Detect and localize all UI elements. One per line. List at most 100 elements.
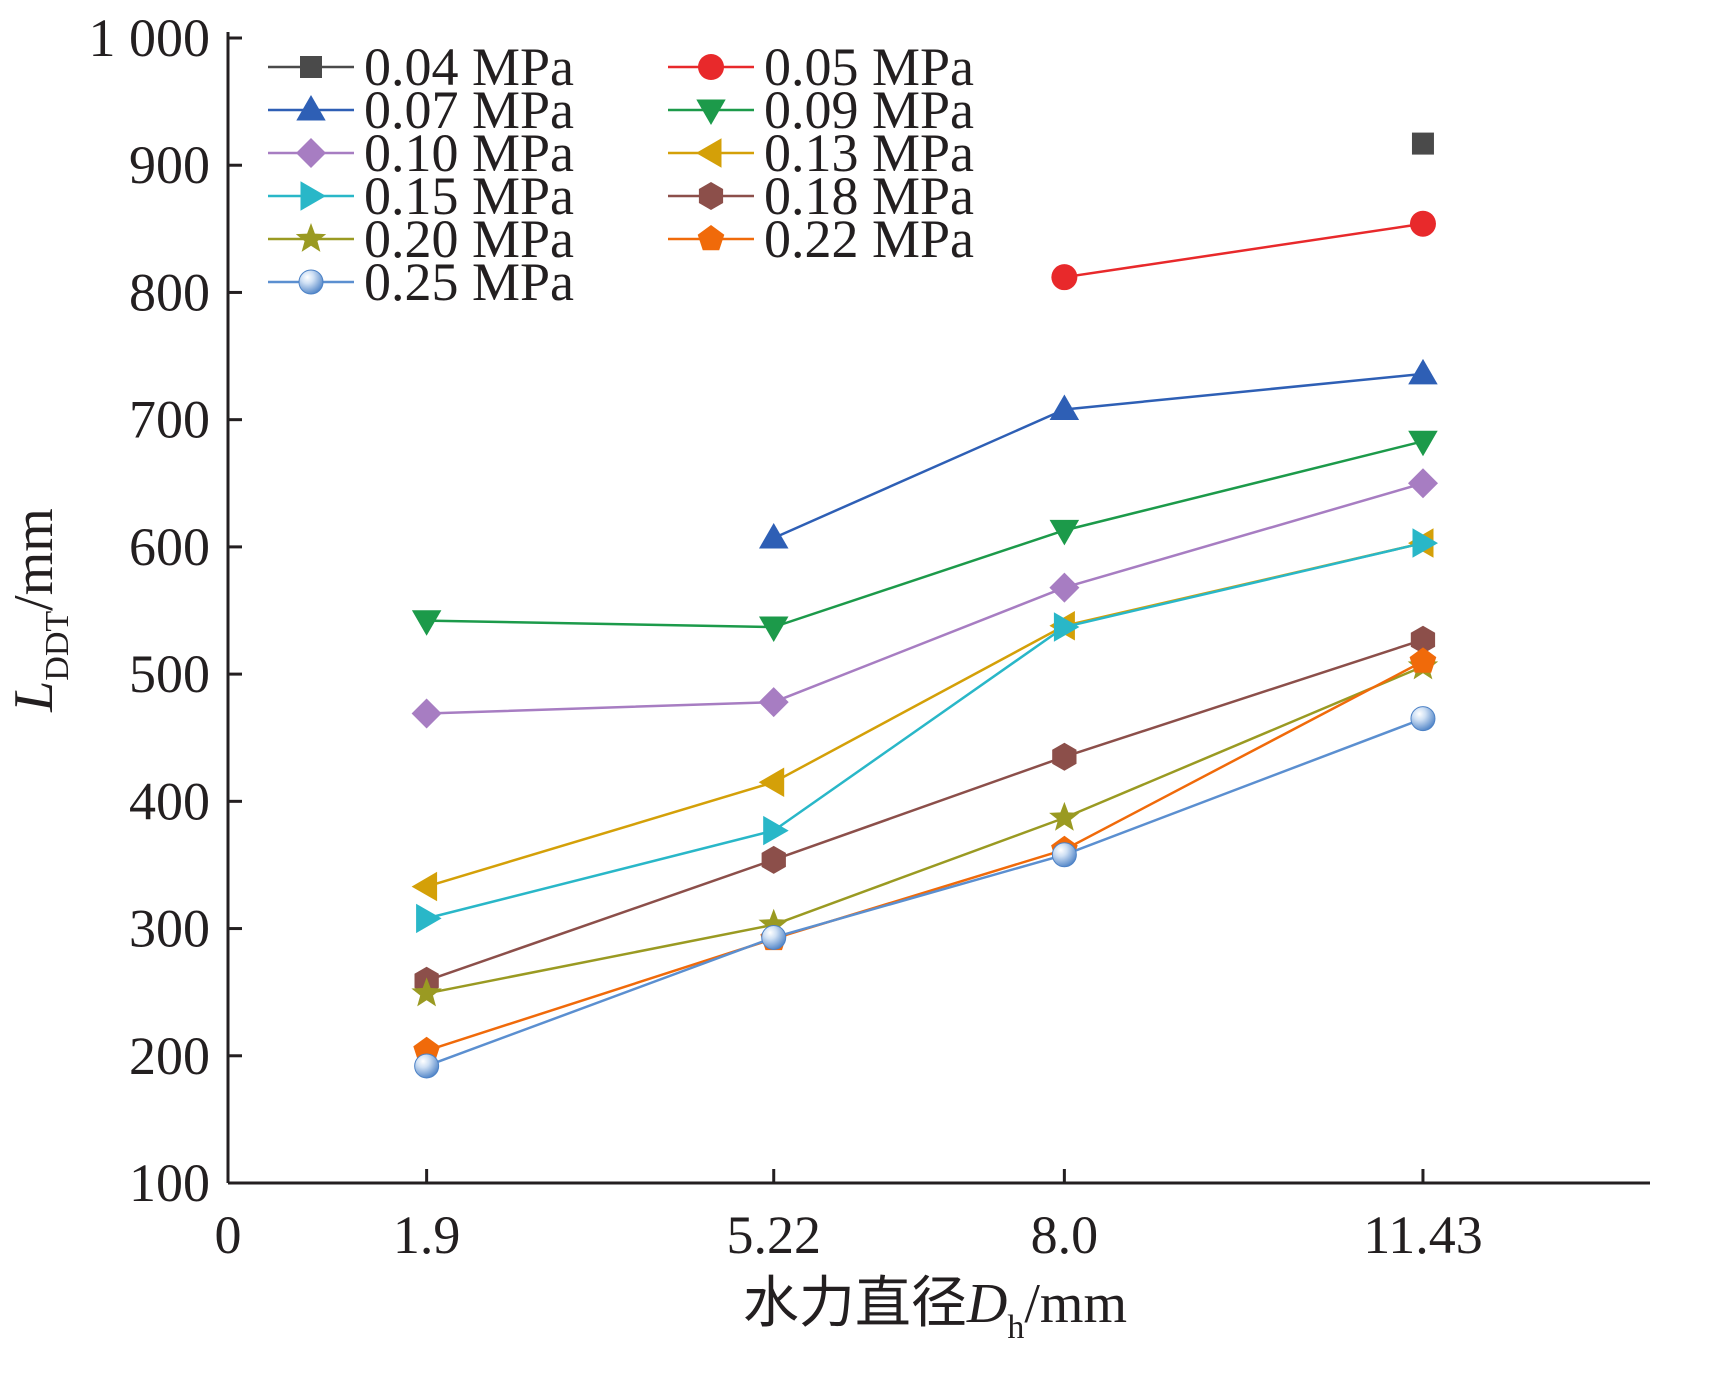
data-point (1051, 264, 1078, 291)
series-line (426, 660, 1424, 1052)
series-0_25-MPa (414, 706, 1436, 1079)
legend-marker (300, 181, 326, 211)
legend-marker (296, 95, 326, 121)
data-point (763, 815, 789, 846)
legend-label: 0.09 MPa (764, 80, 974, 140)
legend-label: 0.07 MPa (364, 80, 574, 140)
legend-marker (696, 99, 726, 125)
data-point (1411, 132, 1434, 155)
legend-item: 0.04 MPa (268, 37, 574, 97)
data-point (1051, 842, 1077, 868)
legend-label: 0.04 MPa (364, 37, 574, 97)
series-line (1064, 222, 1424, 279)
x-tick-label: 8.0 (1031, 1205, 1099, 1265)
data-point (1049, 572, 1080, 603)
data-point (1053, 612, 1080, 642)
data-point (1408, 468, 1438, 499)
data-point (1410, 706, 1436, 732)
series-line (426, 665, 1424, 995)
data-point (759, 616, 789, 642)
series-0_15-MPa (416, 528, 1438, 934)
data-point (1049, 801, 1080, 831)
legend-marker (697, 225, 725, 251)
data-point (761, 924, 787, 950)
legend-marker (296, 138, 326, 168)
series-line (773, 372, 1424, 540)
legend-item: 0.09 MPa (668, 80, 974, 140)
legend-label: 0.18 MPa (764, 166, 974, 226)
legend-item: 0.13 MPa (668, 123, 974, 183)
series-0_05-MPa (1051, 210, 1436, 291)
data-point (1408, 358, 1438, 385)
x-tick-label: 0 (215, 1205, 242, 1265)
legend-item: 0.18 MPa (668, 166, 974, 226)
y-tick-label: 800 (129, 262, 210, 322)
series-0_04-MPa (1411, 132, 1434, 155)
legend-item: 0.22 MPa (668, 209, 974, 269)
legend-marker (698, 54, 724, 80)
series-0_13-MPa (411, 528, 1434, 902)
y-tick-label: 400 (129, 771, 210, 831)
legend-marker (298, 269, 324, 295)
series-0_18-MPa (414, 625, 1436, 995)
y-tick-label: 900 (129, 135, 210, 195)
data-point (1052, 742, 1077, 771)
data-point (1408, 430, 1438, 457)
data-point (411, 610, 442, 636)
data-point (411, 871, 438, 902)
data-point (1049, 394, 1080, 420)
legend-marker (698, 182, 724, 210)
legend-item: 0.20 MPa (268, 209, 574, 269)
series-line (426, 638, 1424, 982)
series-line (426, 717, 1424, 1068)
data-point (1409, 210, 1436, 237)
y-tick-label: 200 (129, 1026, 210, 1086)
data-point (1412, 528, 1438, 558)
axes: 100 200 300 400 500 600 700 800 900 1 000 0 1.9 5.22… (3, 8, 1650, 1346)
x-tick-label: 1.9 (393, 1205, 461, 1265)
y-tick-label: 100 (129, 1153, 210, 1213)
x-axis-title: 水力直径Dh/mm (743, 1273, 1127, 1346)
series-line (426, 440, 1424, 629)
data-point (758, 687, 789, 718)
data-point (416, 903, 442, 934)
data-point (761, 845, 786, 874)
data-point (414, 1053, 440, 1079)
legend-item: 0.10 MPa (268, 123, 574, 183)
legend-item: 0.07 MPa (268, 80, 574, 140)
legend-label: 0.25 MPa (364, 252, 574, 312)
legend-label: 0.05 MPa (764, 37, 974, 97)
series-line (426, 541, 1424, 888)
y-axis-title: LDDT/mm (3, 508, 76, 713)
legend-marker (295, 223, 327, 252)
data-point (1410, 625, 1436, 654)
data-point (758, 908, 789, 938)
legend-label: 0.20 MPa (364, 209, 574, 269)
legend-marker (300, 56, 322, 78)
legend-label: 0.15 MPa (364, 166, 574, 226)
x-tick-label: 5.22 (726, 1205, 821, 1265)
series-0_09-MPa (411, 430, 1438, 642)
legend: 0.04 MPa 0.05 MPa 0.07 MPa 0.09 MPa 0.10 MPa… (268, 37, 974, 312)
series-0_07-MPa (759, 358, 1438, 549)
data-point (1049, 519, 1080, 546)
data-point (411, 977, 442, 1007)
series-layer (411, 132, 1439, 1079)
series-0_20-MPa (411, 650, 1439, 1007)
legend-label: 0.13 MPa (764, 123, 974, 183)
y-tick-label: 1 000 (89, 8, 211, 68)
legend-item: 0.15 MPa (268, 166, 574, 226)
y-tick-label: 300 (129, 899, 210, 959)
legend-label: 0.22 MPa (764, 209, 974, 269)
y-tick-label: 700 (129, 390, 210, 450)
y-tick-label: 500 (129, 644, 210, 704)
legend-marker (696, 138, 722, 168)
series-line (426, 482, 1424, 715)
legend-item: 0.25 MPa (268, 252, 574, 312)
series-line (426, 541, 1424, 920)
data-point (411, 698, 442, 729)
legend-item: 0.05 MPa (668, 37, 974, 97)
data-point (759, 523, 789, 549)
